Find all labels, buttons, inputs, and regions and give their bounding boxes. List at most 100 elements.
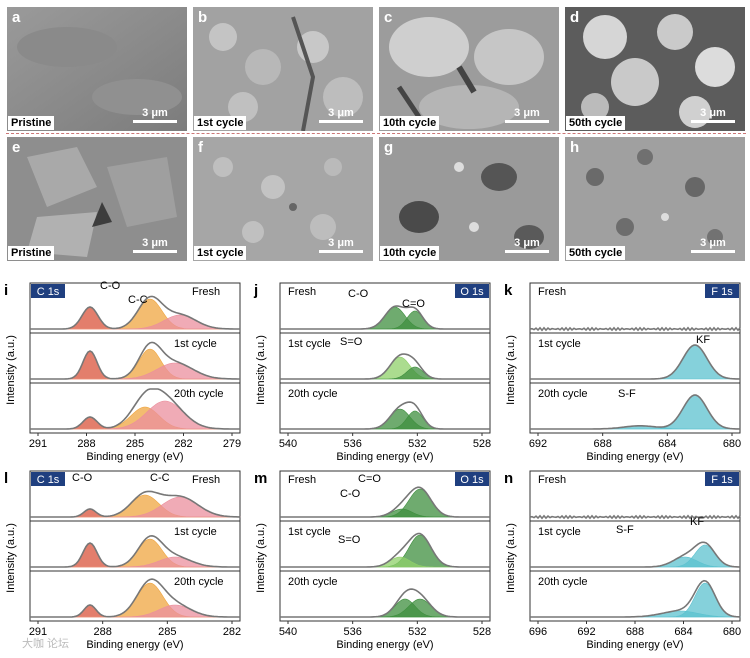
envelope-line bbox=[280, 353, 490, 380]
trace-label: 20th cycle bbox=[288, 576, 338, 588]
trace-label: Fresh bbox=[288, 474, 316, 486]
envelope-line bbox=[280, 305, 490, 330]
envelope-line bbox=[280, 401, 490, 430]
condition-label: Pristine bbox=[8, 246, 55, 260]
x-tick-label: 692 bbox=[577, 626, 595, 638]
x-tick-label: 282 bbox=[223, 626, 241, 638]
x-tick-label: 540 bbox=[279, 438, 297, 450]
x-tick-label: 285 bbox=[158, 626, 176, 638]
peak-label: C-O bbox=[100, 280, 121, 292]
element-badge bbox=[455, 284, 489, 298]
x-axis-label: Binding energy (eV) bbox=[86, 639, 183, 651]
condition-label: 50th cycle bbox=[566, 116, 626, 130]
scale-bar: 3 μm bbox=[319, 107, 363, 123]
spectrum-trace: 20th cycle bbox=[529, 570, 741, 622]
xps-panel-k: Intensity (a.u.) k Fresh 1st cycle KF 20th cy… bbox=[500, 275, 750, 465]
peak-label: C=O bbox=[358, 473, 381, 485]
panel-letter: j bbox=[253, 282, 258, 299]
peak-label: C-O bbox=[72, 472, 93, 484]
x-tick-label: 688 bbox=[626, 626, 644, 638]
x-tick-label: 540 bbox=[279, 626, 297, 638]
y-axis-label: Intensity (a.u.) bbox=[255, 523, 267, 593]
x-tick-label: 285 bbox=[126, 438, 144, 450]
panel-letter: l bbox=[4, 470, 8, 487]
sem-image-c: c 10th cycle 3 μm bbox=[378, 6, 560, 132]
trace-label: 20th cycle bbox=[288, 388, 338, 400]
trace-label: 20th cycle bbox=[174, 388, 224, 400]
peak-label: KF bbox=[690, 516, 704, 528]
peak-label: C-O bbox=[340, 488, 361, 500]
element-label: O 1s bbox=[460, 474, 484, 486]
x-tick-label: 536 bbox=[343, 438, 361, 450]
trace-label: 1st cycle bbox=[174, 338, 217, 350]
y-axis-label: Intensity (a.u.) bbox=[255, 335, 267, 405]
sem-image-a: a Pristine 3 μm bbox=[6, 6, 188, 132]
envelope-line bbox=[30, 388, 240, 430]
sem-image-g: g 10th cycle 3 μm bbox=[378, 136, 560, 262]
element-badge bbox=[705, 284, 739, 298]
panel-letter: c bbox=[384, 9, 393, 26]
peak-label: C-C bbox=[150, 472, 170, 484]
trace-label: 1st cycle bbox=[538, 338, 581, 350]
x-tick-label: 532 bbox=[408, 626, 426, 638]
envelope-line bbox=[530, 344, 741, 380]
condition-label: 50th cycle bbox=[566, 246, 626, 260]
envelope-line bbox=[30, 341, 240, 380]
x-tick-label: 282 bbox=[174, 438, 192, 450]
trace-label: Fresh bbox=[538, 286, 566, 298]
panel-letter: f bbox=[198, 139, 203, 156]
envelope-line bbox=[280, 588, 490, 618]
element-label: F 1s bbox=[711, 474, 733, 486]
spectrum-trace: 1st cycle KF S-F bbox=[529, 516, 741, 572]
x-tick-label: 696 bbox=[529, 626, 547, 638]
element-label: F 1s bbox=[711, 286, 733, 298]
element-badge bbox=[705, 472, 739, 486]
x-tick-label: 684 bbox=[658, 438, 676, 450]
envelope-line bbox=[30, 534, 240, 568]
panel-letter: m bbox=[254, 470, 267, 487]
condition-label: 1st cycle bbox=[194, 116, 247, 130]
x-tick-label: 684 bbox=[674, 626, 692, 638]
x-tick-label: 291 bbox=[29, 626, 47, 638]
element-badge bbox=[31, 284, 65, 298]
x-axis-label: Binding energy (eV) bbox=[86, 451, 183, 463]
spectrum-trace: 1st cycle bbox=[29, 332, 241, 384]
trace-label: 1st cycle bbox=[174, 526, 217, 538]
panel-letter: b bbox=[198, 9, 208, 26]
sem-image-d: d 50th cycle 3 μm bbox=[564, 6, 746, 132]
scale-bar: 3 μm bbox=[691, 237, 735, 253]
trace-label: 20th cycle bbox=[174, 576, 224, 588]
panel-letter: g bbox=[384, 139, 394, 156]
envelope-line bbox=[280, 532, 490, 568]
condition-label: 1st cycle bbox=[194, 246, 247, 260]
peak-label: C=O bbox=[402, 298, 425, 310]
x-axis-label: Binding energy (eV) bbox=[336, 451, 433, 463]
panel-letter: n bbox=[504, 470, 513, 487]
envelope-line bbox=[30, 578, 240, 618]
y-axis-label: Intensity (a.u.) bbox=[5, 335, 17, 405]
x-tick-label: 291 bbox=[29, 438, 47, 450]
xps-panel-m: Intensity (a.u.) m Fresh C=O C-O 1st cycle S=O… bbox=[250, 463, 500, 653]
watermark: 大咖 论坛 bbox=[22, 638, 70, 650]
peak-label: S-F bbox=[618, 388, 636, 400]
trace-label: Fresh bbox=[538, 474, 566, 486]
envelope-line bbox=[530, 541, 741, 568]
scale-bar: 3 μm bbox=[691, 107, 735, 123]
spectrum-trace: 20th cycle bbox=[29, 382, 241, 434]
x-tick-label: 279 bbox=[223, 438, 241, 450]
spectrum-trace: 20th cycle S-F bbox=[529, 382, 741, 434]
condition-label: Pristine bbox=[8, 116, 55, 130]
x-tick-label: 288 bbox=[93, 626, 111, 638]
xps-panel-n: Intensity (a.u.) n Fresh 1st cycle KF S-F 20th… bbox=[500, 463, 750, 653]
sem-image-h: h 50th cycle 3 μm bbox=[564, 136, 746, 262]
sem-image-e: e Pristine 3 μm bbox=[6, 136, 188, 262]
x-tick-label: 680 bbox=[723, 438, 741, 450]
envelope-line bbox=[280, 486, 490, 518]
y-axis-label: Intensity (a.u.) bbox=[5, 523, 17, 593]
x-axis-label: Binding energy (eV) bbox=[336, 639, 433, 651]
spectrum-trace: 1st cycle KF bbox=[529, 332, 741, 384]
envelope-line bbox=[530, 579, 741, 618]
xps-panel-j: Intensity (a.u.) j Fresh C-O C=O 1st cycle S=O… bbox=[250, 275, 500, 465]
